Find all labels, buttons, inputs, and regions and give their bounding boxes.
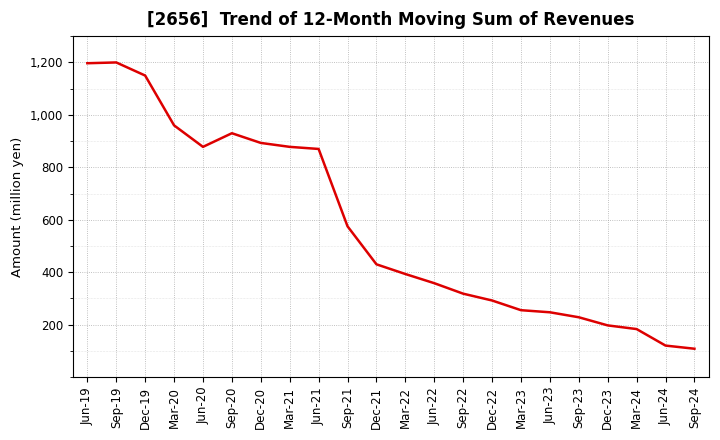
Y-axis label: Amount (million yen): Amount (million yen) <box>11 136 24 277</box>
Title: [2656]  Trend of 12-Month Moving Sum of Revenues: [2656] Trend of 12-Month Moving Sum of R… <box>147 11 634 29</box>
